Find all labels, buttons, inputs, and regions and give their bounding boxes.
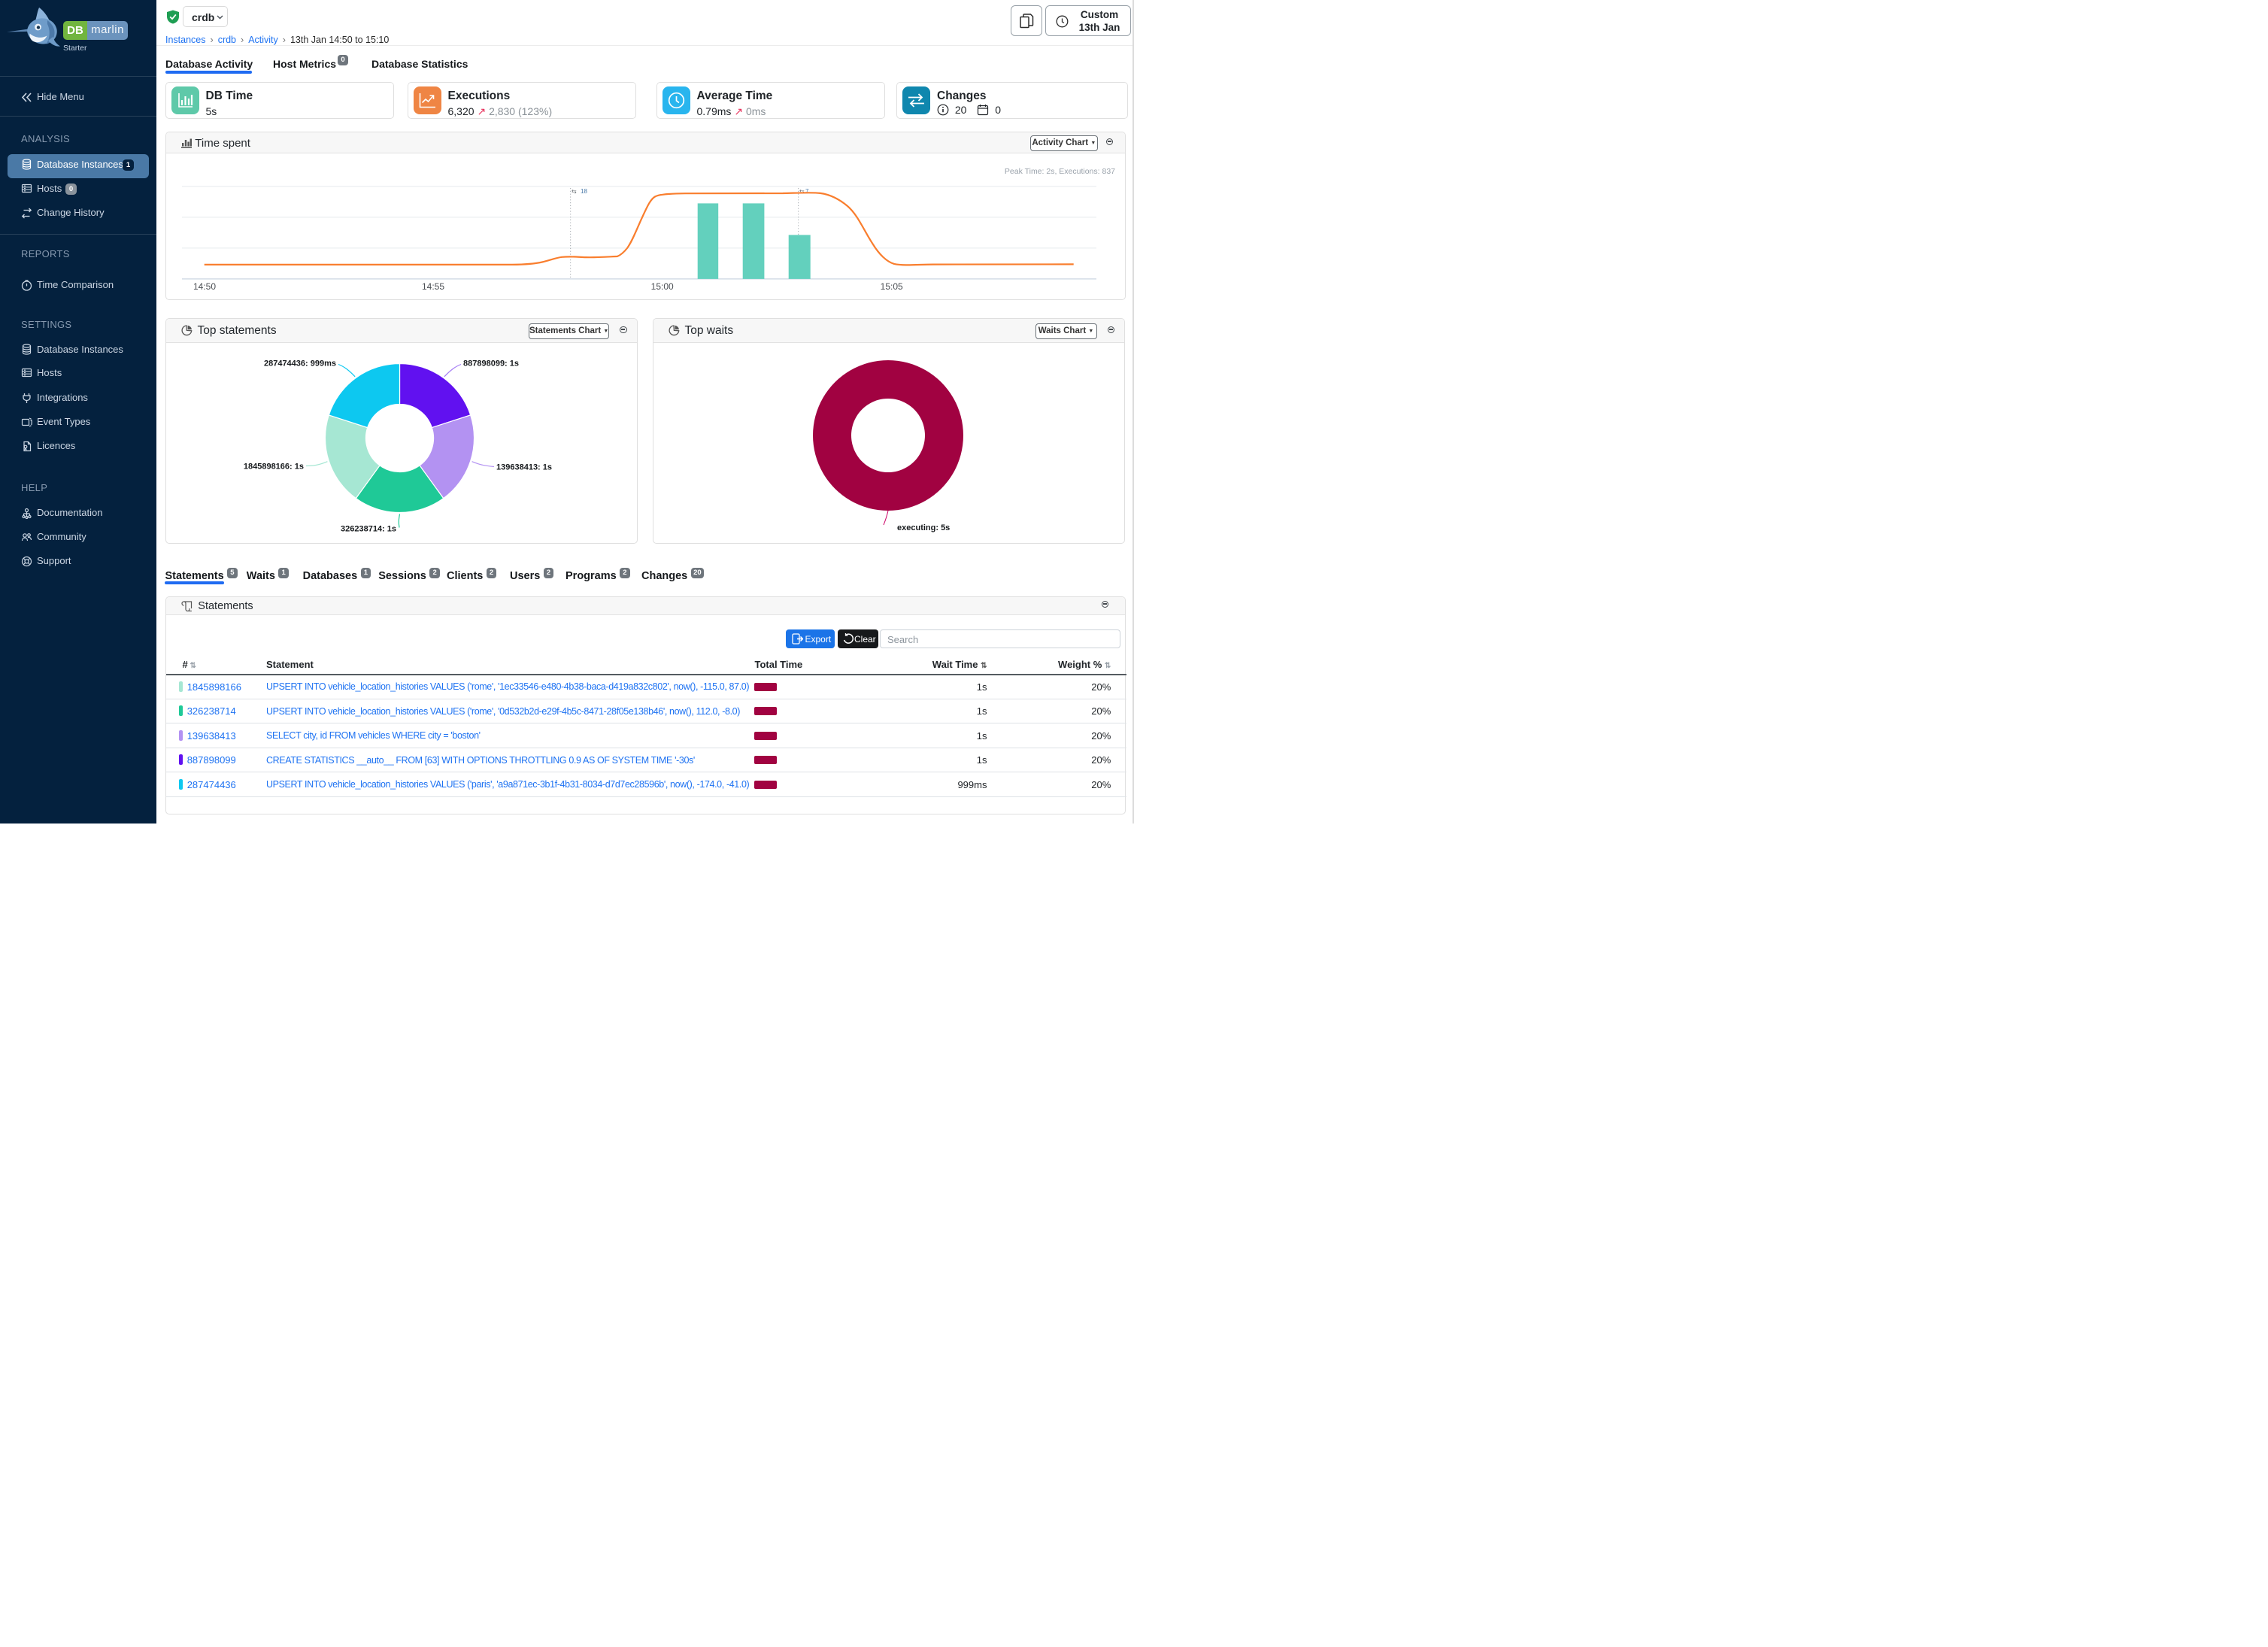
svg-text:⇆: ⇆	[799, 188, 805, 195]
svg-text:887898099: 1s: 887898099: 1s	[463, 359, 519, 369]
svg-text:⇆: ⇆	[572, 188, 577, 195]
svg-text:Peak Time: 2s, Executions: 837: Peak Time: 2s, Executions: 837	[1005, 167, 1115, 176]
svg-text:326238714: 1s: 326238714: 1s	[341, 525, 396, 534]
svg-text:1845898166: 1s: 1845898166: 1s	[243, 463, 303, 472]
svg-text:287474436: 999ms: 287474436: 999ms	[263, 359, 335, 369]
svg-text:18: 18	[581, 188, 587, 195]
svg-text:14:55: 14:55	[422, 281, 444, 292]
svg-text:15:00: 15:00	[651, 281, 674, 292]
svg-text:executing: 5s: executing: 5s	[897, 523, 950, 532]
svg-text:14:50: 14:50	[193, 281, 216, 292]
svg-text:7: 7	[805, 188, 809, 195]
svg-text:15:05: 15:05	[881, 281, 903, 292]
svg-text:139638413: 1s: 139638413: 1s	[496, 463, 552, 472]
